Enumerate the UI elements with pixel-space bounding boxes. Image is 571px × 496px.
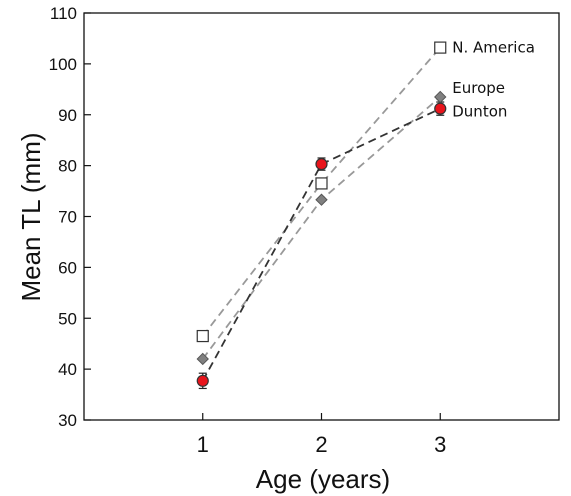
y-tick-label: 100: [49, 55, 77, 74]
europe-point: [434, 90, 447, 104]
europe-line: [202, 96, 441, 360]
plot-frame: [83, 12, 560, 421]
n-america-point: [434, 41, 447, 54]
n-america-point: [196, 329, 209, 343]
x-tick-label: 2: [315, 432, 327, 457]
y-tick-label: 40: [58, 360, 77, 379]
y-tick-label: 90: [58, 106, 77, 125]
y-axis: 30 40 50 60 70 80 90 100 110: [49, 4, 91, 430]
x-axis: 1 2 3: [197, 413, 446, 457]
y-tick-label: 110: [50, 4, 77, 23]
x-tick-label: 3: [434, 432, 446, 457]
dunton-point: [434, 102, 447, 115]
error-bars: [198, 101, 445, 390]
series-markers: [196, 41, 447, 387]
dunton-line: [201, 107, 441, 382]
y-tick-label: 70: [58, 208, 77, 227]
x-tick-label: 1: [197, 432, 209, 457]
europe-point: [315, 193, 328, 206]
series-lines: [201, 47, 441, 382]
dunton-point: [196, 374, 209, 387]
europe-point: [196, 352, 209, 366]
series-labels: N. America Europe Dunton: [452, 39, 535, 121]
y-tick-label: 60: [58, 258, 77, 277]
y-tick-label: 80: [58, 157, 77, 176]
europe-label: Europe: [452, 79, 505, 97]
y-tick-label: 50: [58, 309, 77, 328]
n-america-label: N. America: [452, 39, 535, 57]
y-axis-title: Mean TL (mm): [16, 132, 46, 301]
y-tick-label: 30: [58, 411, 77, 430]
n-america-point: [315, 177, 328, 190]
dunton-point: [315, 157, 328, 171]
x-axis-title: Age (years): [256, 464, 390, 494]
n-america-line: [202, 47, 441, 337]
dunton-label: Dunton: [452, 103, 507, 121]
